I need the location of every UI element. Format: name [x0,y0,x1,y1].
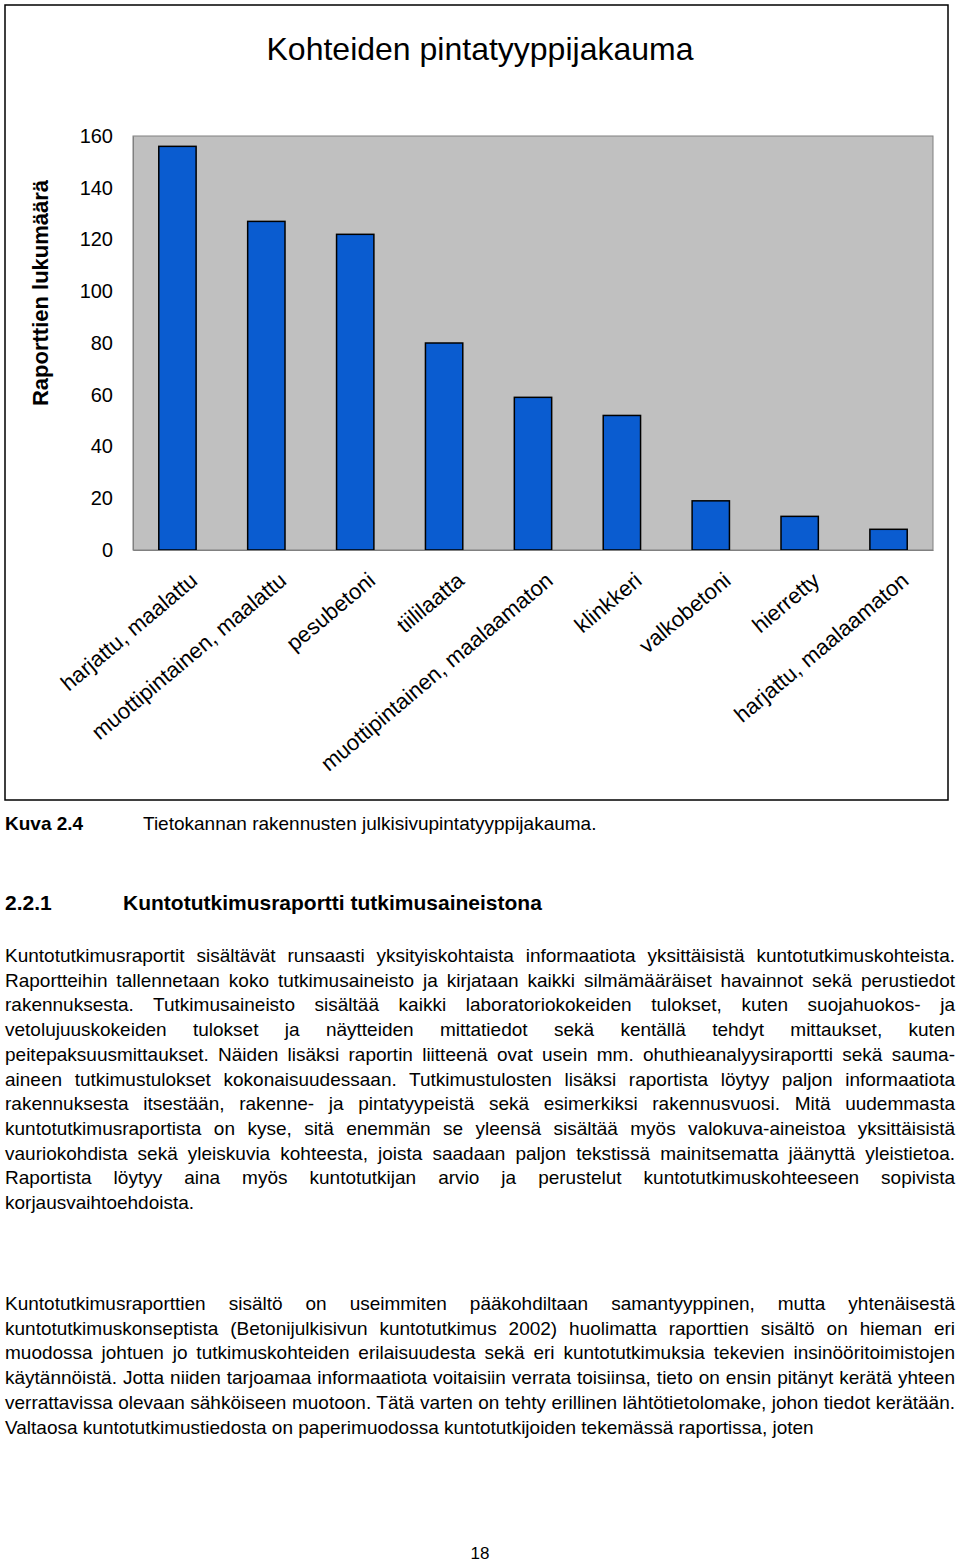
y-tick: 100 [80,280,133,302]
x-tick: klinkkeri [570,550,647,638]
x-tick-label: muottipintainen, maalattu [87,568,291,745]
y-tick: 20 [91,487,133,509]
y-tick-label: 20 [91,487,113,509]
y-tick-label: 140 [80,177,113,199]
bar [159,146,196,550]
x-tick: hierretty [747,550,824,638]
y-tick-label: 160 [80,125,113,147]
page-number: 18 [0,1544,960,1564]
y-tick-label: 100 [80,280,113,302]
bar [248,221,285,550]
x-tick-label: valkobetoni [634,568,735,659]
y-axis-title: Raporttien lukumäärä [28,179,53,406]
x-tick-label: tiililaatta [392,567,470,638]
section-number: 2.2.1 [5,891,52,915]
y-axis: 0 20 40 60 80 100 120 140 160 [80,125,134,561]
x-axis: harjattu, maalattumuottipintainen, maala… [56,550,934,776]
y-tick-label: 120 [80,228,113,250]
paragraph: Kuntotutkimusraporttien sisältö on useim… [5,1292,955,1440]
y-tick: 80 [91,332,133,354]
chart: Kohteiden pintatyyppijakauma 0 20 40 60 80 100… [0,0,960,810]
chart-title: Kohteiden pintatyyppijakauma [267,31,694,67]
y-tick: 160 [80,125,133,147]
bar [425,343,462,550]
x-tick-label: hierretty [747,568,824,638]
page: Kohteiden pintatyyppijakauma 0 20 40 60 80 100… [0,0,960,1568]
y-tick-label: 80 [91,332,113,354]
y-tick: 140 [80,177,133,199]
x-tick-label: harjattu, maalaamaton [729,568,913,728]
x-tick-label: pesubetoni [281,568,380,656]
paragraph: Kuntotutkimusraportit sisältävät runsaas… [5,944,955,1216]
y-tick-label: 0 [102,539,113,561]
x-tick: valkobetoni [634,550,735,658]
caption-text: Tietokannan rakennusten julkisivupintaty… [143,813,596,835]
bar [870,529,907,550]
y-tick-label: 60 [91,384,113,406]
x-tick-label: muottipintainen, maalaamaton [316,568,558,777]
bars [159,146,907,550]
chart-frame [5,5,948,800]
plot-area [133,136,933,550]
bar [337,234,374,550]
y-tick: 40 [91,435,133,457]
section-title: Kuntotutkimusraportti tutkimusaineistona [123,891,542,915]
y-tick: 0 [102,539,133,561]
y-axis-line [133,137,134,551]
caption-label: Kuva 2.4 [5,813,83,835]
x-tick-label: klinkkeri [570,568,647,638]
y-tick: 120 [80,228,133,250]
x-tick: muottipintainen, maalaamaton [316,550,558,776]
x-tick: harjattu, maalaamaton [729,550,913,727]
bar [514,397,551,550]
x-tick: tiililaatta [392,550,470,638]
bar [781,516,818,550]
x-axis-line [134,550,934,551]
x-tick: pesubetoni [281,550,380,656]
y-tick: 60 [91,384,133,406]
bar [692,501,729,550]
x-tick: muottipintainen, maalattu [87,550,291,745]
bar [603,415,640,550]
y-tick-label: 40 [91,435,113,457]
